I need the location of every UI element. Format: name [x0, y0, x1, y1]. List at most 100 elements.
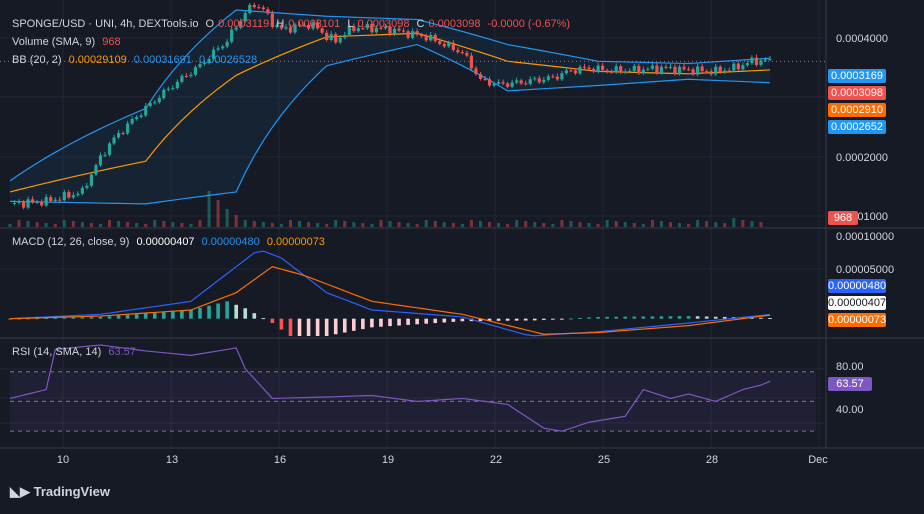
candle-body	[279, 25, 284, 29]
candle-body	[157, 98, 161, 103]
volume-bar	[578, 222, 582, 227]
macd-histogram-bar	[768, 318, 772, 320]
candle-body	[705, 71, 709, 73]
macd-line	[9, 250, 771, 337]
rsi-value: 63.57	[108, 346, 136, 358]
volume-bar	[243, 220, 247, 227]
candle-body	[275, 25, 279, 27]
candle-body	[288, 27, 293, 33]
candle-body	[605, 70, 609, 72]
macd-histogram-bar	[388, 318, 392, 327]
close-value: 0.0003098	[428, 18, 481, 30]
macd-histogram-bar	[270, 318, 275, 323]
bb-lower-tag: 0.0002652	[828, 120, 886, 134]
volume-bar	[623, 222, 627, 227]
macd-histogram-bar	[8, 318, 12, 320]
volume-bar	[524, 221, 528, 227]
volume-bar	[379, 220, 383, 227]
macd-histogram-bar	[125, 314, 130, 319]
candle-body	[420, 34, 424, 37]
candle-body	[515, 80, 519, 83]
candle-body	[573, 70, 578, 74]
macd-histogram-bar	[496, 318, 501, 321]
candle-body	[166, 88, 170, 90]
candle-body	[80, 187, 84, 194]
macd-histogram-bar	[26, 318, 30, 320]
macd-histogram-bar	[171, 311, 175, 319]
volume-bar	[705, 221, 709, 227]
high-label: H	[276, 18, 285, 30]
candle-body	[107, 143, 112, 155]
candle-body	[474, 68, 478, 75]
candle-body	[433, 34, 437, 42]
candle-body	[89, 174, 94, 186]
candle-body	[126, 123, 130, 134]
macd-histogram-bar	[279, 318, 284, 330]
candle-body	[21, 201, 26, 208]
x-axis-label-8: Dec	[808, 454, 828, 466]
high-value: 0.0003101	[288, 18, 341, 30]
volume-bar	[433, 221, 437, 227]
macd-histogram-bar	[686, 316, 691, 319]
candle-body	[162, 89, 166, 99]
macd-histogram-bar	[641, 316, 646, 319]
x-axis-label-6: 25	[597, 454, 611, 466]
bb-upper-value: 0.00031691	[133, 54, 192, 66]
x-axis-label-1: 10	[56, 454, 70, 466]
candle-body	[750, 57, 754, 64]
macd-histogram-bar	[107, 316, 112, 319]
macd-histogram-bar	[759, 317, 763, 319]
volume-bar	[750, 221, 754, 227]
candle-body	[668, 66, 673, 68]
candle-body	[388, 26, 392, 35]
candle-body	[40, 201, 44, 206]
macd-histogram-bar	[713, 316, 718, 319]
macd-histogram-bar	[460, 318, 465, 322]
volume-legend: Volume (SMA, 9) 968	[12, 36, 125, 48]
volume-bar	[89, 223, 93, 227]
candle-body	[691, 69, 695, 75]
volume-bar	[334, 220, 338, 227]
candle-body	[71, 195, 75, 198]
candle-body	[456, 50, 460, 53]
candle-body	[610, 71, 614, 73]
rsi-legend: RSI (14, SMA, 14) 63.57	[12, 346, 140, 358]
bb-basis-value: 0.00029109	[68, 54, 127, 66]
macd-value-3: 0.00000073	[266, 236, 325, 248]
volume-value: 968	[102, 36, 121, 48]
candle-body	[406, 31, 410, 38]
macd-histogram-bar	[134, 314, 139, 319]
volume-bar	[162, 221, 166, 227]
candle-body	[664, 66, 668, 68]
candle-body	[614, 66, 618, 73]
candle-body	[180, 75, 184, 82]
volume-bar	[171, 222, 175, 227]
candle-body	[139, 115, 143, 117]
macd-histogram-bar	[379, 318, 383, 327]
candle-body	[469, 55, 474, 69]
macd-histogram-bar	[352, 318, 356, 331]
candle-body	[49, 197, 53, 202]
candle-body	[659, 66, 664, 74]
candle-body	[202, 62, 207, 65]
candle-body	[555, 76, 559, 80]
candle-body	[306, 24, 311, 29]
candle-body	[582, 66, 587, 68]
macd-histogram-bar	[71, 317, 76, 319]
macd-histogram-bar	[143, 313, 148, 319]
volume-bar	[44, 223, 48, 227]
candle-body	[144, 106, 148, 116]
candle-body	[718, 66, 722, 73]
volume-bar	[26, 221, 30, 227]
candle-body	[429, 34, 433, 41]
tradingview-logo[interactable]: ◣▶ TradingView	[10, 484, 110, 500]
volume-bar	[488, 222, 492, 227]
volume-bar	[352, 222, 356, 227]
rsi-label: RSI (14, SMA, 14)	[12, 346, 102, 358]
volume-bar	[533, 222, 537, 227]
candle-body	[248, 4, 252, 14]
low-value: 0.0003098	[357, 18, 410, 30]
macd-histogram-bar	[722, 316, 727, 319]
